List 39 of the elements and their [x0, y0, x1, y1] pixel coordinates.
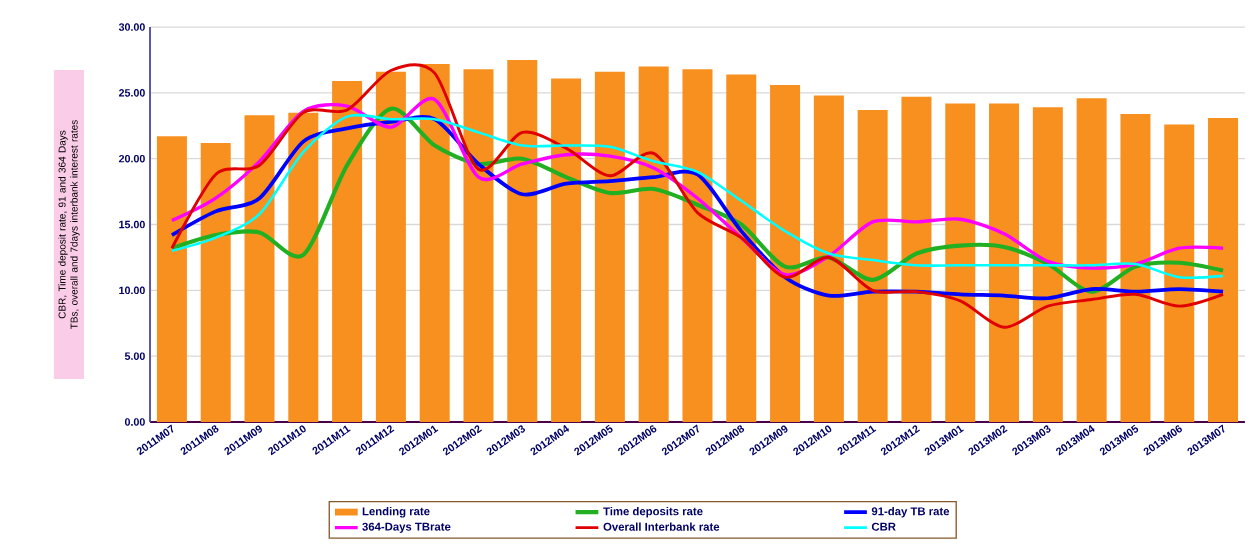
- bar: [682, 69, 713, 422]
- legend-label: CBR: [871, 522, 896, 531]
- legend-label: Overall Interbank rate: [603, 522, 720, 531]
- y-tick-label: 25.00: [118, 89, 145, 97]
- y-tick-label: 10.00: [119, 286, 145, 295]
- bar: [375, 71, 406, 422]
- y-tick-label: 5.00: [124, 352, 145, 360]
- y-tick-label: 20.00: [118, 154, 145, 163]
- bar: [244, 115, 275, 422]
- bar: [726, 74, 757, 422]
- bar: [332, 81, 363, 422]
- bar: [1164, 124, 1195, 422]
- bar: [989, 103, 1020, 422]
- bar: [857, 109, 888, 422]
- bar: [156, 136, 187, 422]
- legend-label: Time deposits rate: [603, 506, 703, 518]
- bar: [1208, 117, 1239, 422]
- bar: [551, 78, 582, 422]
- bar: [594, 71, 625, 422]
- bar: [200, 142, 231, 422]
- bar: [463, 69, 494, 422]
- bar: [638, 66, 669, 422]
- bar: [419, 63, 450, 422]
- bar: [770, 84, 801, 422]
- bar: [507, 59, 538, 422]
- bar: [1032, 107, 1063, 422]
- y-axis-title: CBR, Time deposit rate, 91 and 364 Days TBs, overall and 7days interbank interest rates: [58, 120, 80, 330]
- legend-label: 364-Days TBrate: [362, 522, 451, 533]
- bar: [901, 96, 932, 422]
- bar: [945, 103, 976, 422]
- y-tick-label: 30.00: [118, 23, 145, 31]
- bar: [1076, 98, 1107, 422]
- y-tick-label: 0.00: [124, 418, 145, 426]
- legend-label: 91-day TB rate: [871, 506, 950, 518]
- bar: [288, 112, 319, 422]
- y-tick-label: 15.00: [119, 220, 145, 229]
- legend-label: Lending rate: [362, 506, 430, 518]
- bar: [1120, 113, 1151, 422]
- bar: [813, 95, 844, 422]
